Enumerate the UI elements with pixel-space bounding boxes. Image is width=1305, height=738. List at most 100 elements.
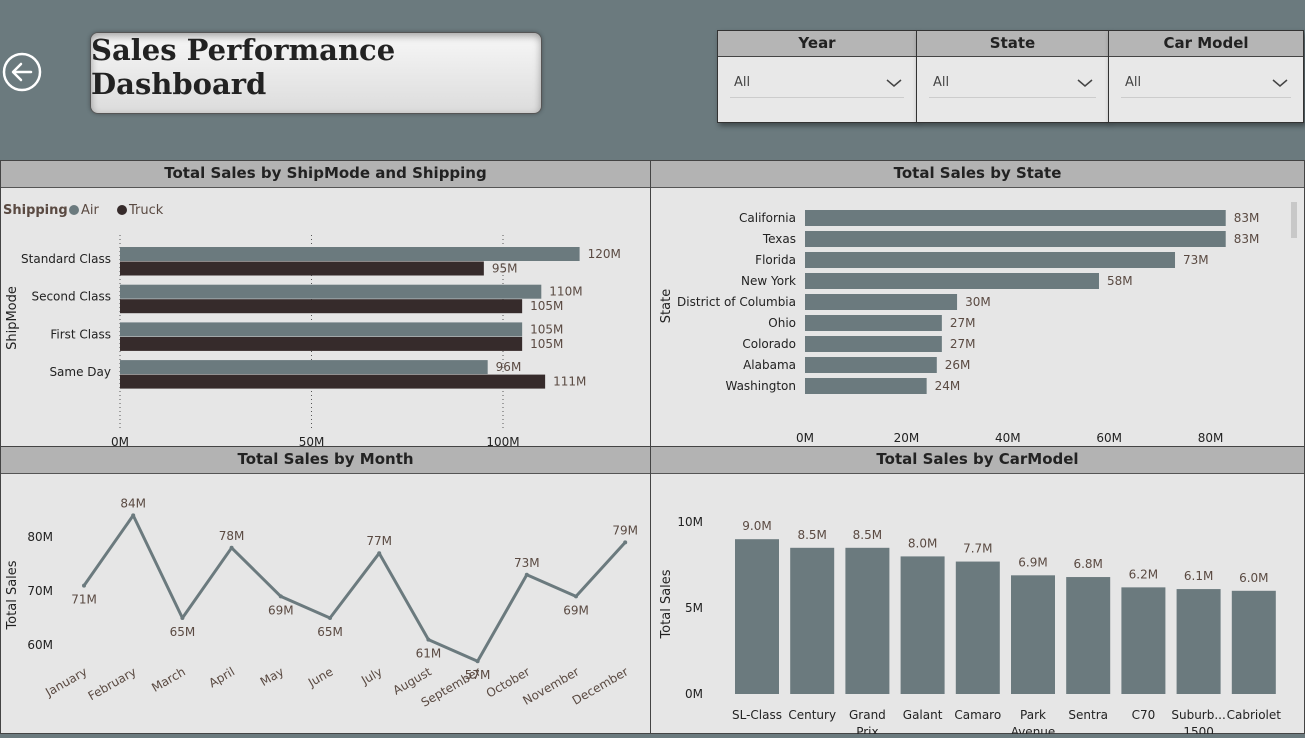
- x-tick-label: May: [258, 664, 286, 689]
- state-slicer[interactable]: State All: [916, 30, 1109, 123]
- data-point: [131, 513, 136, 518]
- x-category-label: Galant: [903, 708, 943, 722]
- bar-air: [120, 360, 488, 375]
- y-axis-title: Total Sales: [5, 560, 20, 630]
- data-label: 120M: [588, 247, 621, 261]
- data-label: 110M: [549, 285, 582, 299]
- bar: [790, 547, 835, 694]
- back-arrow-icon[interactable]: [2, 52, 42, 92]
- data-label: 79M: [612, 523, 638, 537]
- year-slicer[interactable]: Year All: [717, 30, 917, 123]
- y-axis-title: Total Sales: [659, 569, 674, 639]
- bar: [1011, 575, 1055, 694]
- state-dropdown-value[interactable]: All: [933, 75, 950, 90]
- data-label: 57M: [465, 668, 491, 682]
- bar: [1066, 577, 1111, 694]
- title-card: Sales Performance Dashboard: [90, 32, 542, 114]
- data-label: 69M: [563, 603, 589, 617]
- x-tick-label: April: [206, 664, 237, 690]
- bar-truck: [120, 336, 523, 351]
- y-category-label: California: [739, 211, 796, 225]
- x-category-label: Sentra: [1068, 708, 1108, 722]
- chart-title: Total Sales by State: [651, 161, 1304, 188]
- data-point: [328, 616, 332, 620]
- slicer-title: Car Model: [1109, 31, 1303, 57]
- bar: [1231, 590, 1276, 694]
- data-label: 73M: [1183, 253, 1209, 267]
- data-point: [524, 572, 529, 577]
- bar: [805, 273, 1099, 289]
- data-label: 58M: [1107, 274, 1133, 288]
- chart-title: Total Sales by CarModel: [651, 447, 1304, 474]
- y-category-label: Ohio: [768, 316, 796, 330]
- x-tick-label: December: [570, 664, 631, 707]
- data-label: 27M: [950, 337, 976, 351]
- page-title: Sales Performance Dashboard: [91, 33, 396, 101]
- x-category-label: Park Avenue: [1011, 708, 1056, 734]
- bar-truck: [120, 261, 484, 276]
- data-label: 69M: [268, 603, 294, 617]
- data-label: 77M: [366, 534, 392, 548]
- data-label: 105M: [530, 337, 563, 351]
- y-category-label: Washington: [725, 379, 796, 393]
- data-label: 61M: [416, 647, 442, 661]
- chart-title: Total Sales by ShipMode and Shipping: [1, 161, 650, 188]
- data-label: 8.5M: [853, 528, 882, 542]
- shipmode-chart-panel: Total Sales by ShipMode and Shipping Shi…: [0, 160, 651, 469]
- y-category-label: First Class: [50, 327, 111, 341]
- data-label: 96M: [496, 360, 522, 374]
- chevron-down-icon[interactable]: [1077, 78, 1093, 88]
- chevron-down-icon[interactable]: [1272, 78, 1288, 88]
- bar: [805, 210, 1226, 226]
- bar: [805, 231, 1226, 247]
- bar: [805, 357, 937, 373]
- data-point: [426, 637, 431, 642]
- y-axis-title: State: [659, 289, 674, 323]
- x-category-label: Camaro: [954, 708, 1001, 722]
- data-point: [377, 551, 382, 556]
- data-label: 65M: [317, 625, 343, 639]
- legend-label: Truck: [128, 203, 164, 218]
- chevron-down-icon[interactable]: [886, 78, 902, 88]
- bar-truck: [120, 374, 546, 389]
- y-category-label: Same Day: [49, 365, 111, 379]
- y-category-label: Texas: [762, 232, 796, 246]
- bar: [805, 336, 942, 352]
- data-label: 27M: [950, 316, 976, 330]
- x-category-label: Century: [788, 708, 836, 722]
- scrollbar: [1291, 202, 1297, 238]
- data-label: 6.2M: [1129, 567, 1158, 581]
- bar-air: [120, 247, 580, 261]
- bar: [805, 252, 1176, 268]
- y-category-label: Florida: [755, 253, 796, 267]
- data-point: [574, 594, 578, 599]
- data-label: 26M: [945, 358, 971, 372]
- data-label: 95M: [492, 262, 518, 276]
- data-label: 65M: [170, 625, 196, 639]
- x-tick-label: 0M: [796, 431, 814, 445]
- bar-air: [120, 284, 542, 299]
- y-tick-label: 0M: [685, 687, 703, 701]
- x-category-label: C70: [1132, 708, 1156, 722]
- y-tick-label: 5M: [685, 601, 703, 615]
- x-category-label: Cabriolet: [1227, 708, 1282, 722]
- car-model-slicer[interactable]: Car Model All: [1108, 30, 1304, 123]
- x-category-label: Suburb... 1500: [1171, 708, 1225, 734]
- x-tick-label: March: [149, 664, 188, 694]
- car-model-dropdown-value[interactable]: All: [1125, 75, 1142, 90]
- data-label: 105M: [530, 322, 563, 336]
- bar: [1176, 589, 1221, 694]
- data-label: 105M: [530, 299, 563, 313]
- data-label: 78M: [219, 529, 245, 543]
- x-category-label: Grand Prix: [849, 708, 886, 734]
- year-dropdown-value[interactable]: All: [734, 75, 751, 90]
- state-chart: 0M20M40M60M80MTotal SalesStateCalifornia…: [659, 202, 1297, 466]
- x-tick-label: 40M: [995, 431, 1021, 445]
- series-line: [82, 513, 627, 663]
- y-category-label: Alabama: [743, 358, 796, 372]
- y-category-label: District of Columbia: [677, 295, 796, 309]
- y-category-label: Standard Class: [21, 252, 111, 266]
- x-tick-label: 0M: [111, 435, 129, 447]
- data-point: [623, 540, 628, 545]
